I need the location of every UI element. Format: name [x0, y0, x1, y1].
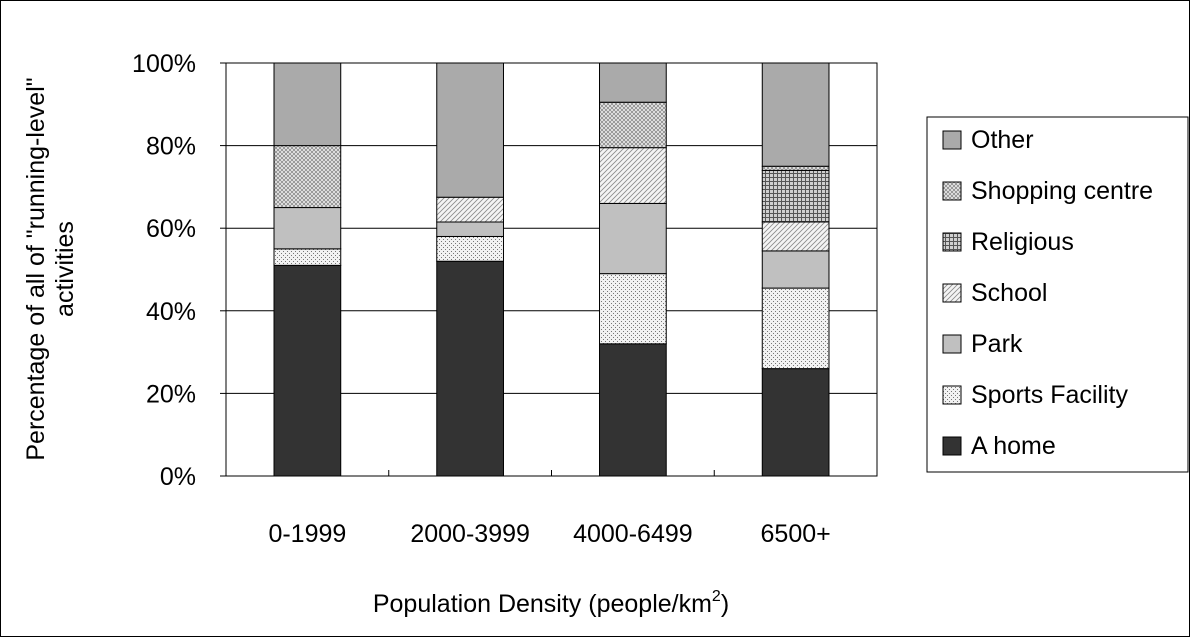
y-tick-label: 80% [146, 133, 196, 161]
bar-segment-other [273, 62, 342, 147]
legend-swatch [942, 232, 962, 252]
bar-segment-school [436, 196, 504, 223]
y-tick-label: 0% [160, 463, 196, 491]
legend-label: Other [971, 126, 1034, 154]
legend: Other Shopping centre Religious School Park S… [942, 126, 1153, 460]
x-axis-title-end: ) [721, 590, 729, 618]
bar-segment-park [436, 221, 504, 237]
legend-label: A home [971, 432, 1056, 460]
legend-label: Religious [971, 228, 1074, 256]
bar-segment-park [273, 207, 342, 250]
bar-segment-shopping-centre [599, 101, 667, 149]
bar-segment-sports-facility [436, 235, 504, 262]
x-tick-label: 2000-3999 [410, 520, 530, 548]
bar-segment-school [761, 221, 830, 252]
x-tick-label: 4000-6499 [573, 520, 693, 548]
x-tick-label: 6500+ [761, 520, 831, 548]
bar-segment-a-home [761, 368, 830, 477]
legend-swatch [942, 181, 962, 201]
y-tick-label: 60% [146, 215, 196, 243]
bar-segment-other [761, 62, 830, 167]
x-axis-ticks: 0-1999 2000-3999 4000-6499 6500+ [268, 470, 831, 548]
legend-swatch [942, 283, 962, 303]
bar-segment-shopping-centre [761, 165, 830, 171]
y-tick-label: 20% [146, 380, 196, 408]
bar-segment-a-home [273, 264, 342, 477]
legend-swatch [942, 334, 962, 354]
bar-segment-shopping-centre [273, 145, 342, 209]
bar-segment-religious [761, 169, 830, 223]
x-axis-title-main: Population Density (people/km [373, 590, 712, 618]
bar-segment-park [761, 250, 830, 289]
bar-segment-a-home [599, 343, 667, 477]
legend-label: Sports Facility [971, 381, 1128, 409]
x-axis-title: Population Density (people/km2) [373, 588, 729, 618]
bar-segment-sports-facility [273, 248, 342, 266]
legend-label: Shopping centre [971, 177, 1153, 205]
x-tick-label: 0-1999 [268, 520, 346, 548]
legend-swatch [942, 436, 962, 456]
legend-swatch [942, 385, 962, 405]
y-axis-title-line1: Percentage of all of "running-level" [22, 77, 50, 460]
legend-box [926, 116, 1189, 473]
y-axis-ticks: 0% 20% 40% 60% 80% 100% [132, 50, 226, 491]
bar-segment-sports-facility [599, 273, 667, 345]
bar-segment-park [599, 202, 667, 275]
legend-label: Park [971, 330, 1023, 358]
legend-label: School [971, 279, 1047, 307]
x-axis-title-sup: 2 [712, 588, 721, 605]
bar-segment-sports-facility [761, 287, 830, 370]
bar-segment-other [599, 62, 667, 103]
y-tick-label: 100% [132, 50, 196, 78]
bar-segment-other [436, 62, 504, 198]
bar-segment-a-home [436, 260, 504, 477]
bar-segment-school [599, 147, 667, 204]
y-tick-label: 40% [146, 298, 196, 326]
legend-swatch [942, 130, 962, 150]
y-axis-title-line2: activities [51, 221, 79, 317]
bars-group [273, 62, 830, 477]
